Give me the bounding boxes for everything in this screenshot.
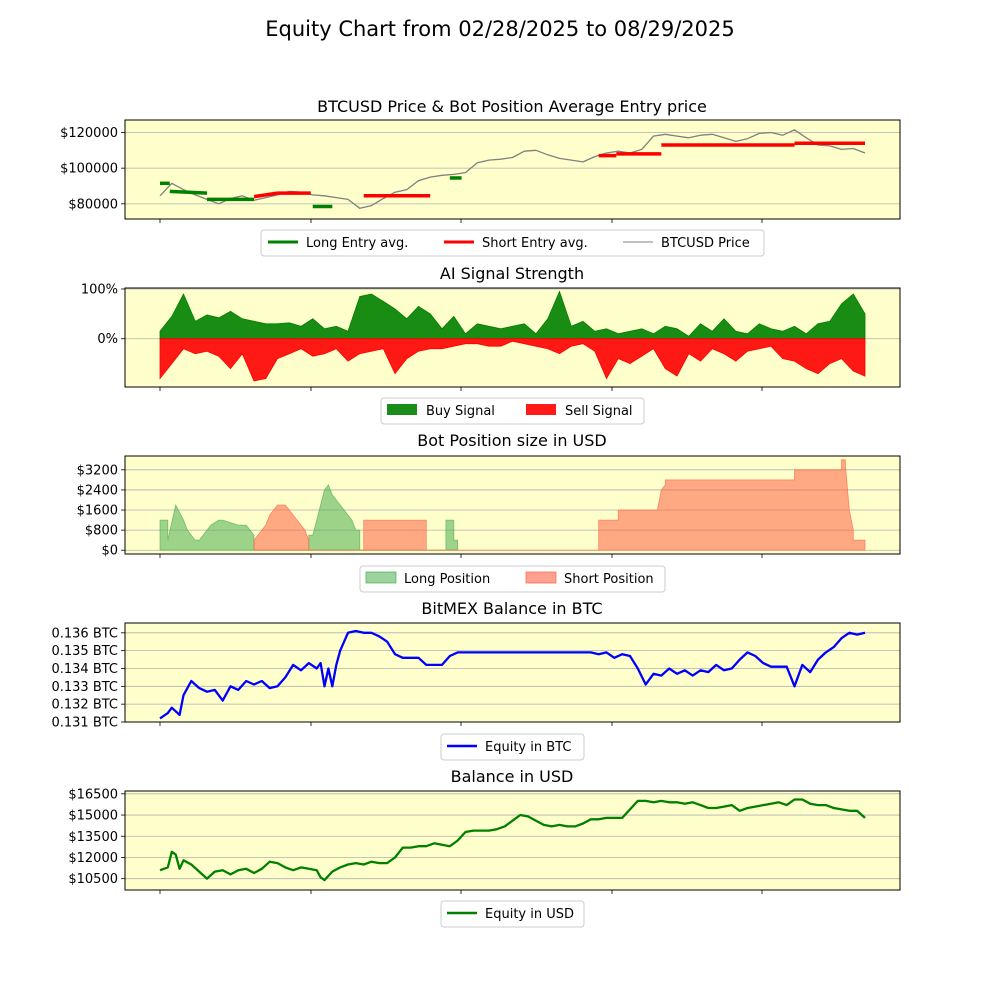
usd_balance-ytick-label: $10500 (68, 872, 118, 887)
usd_balance-ytick-label: $15000 (68, 809, 118, 824)
position-plot-frame (124, 455, 901, 555)
price-plot-frame (124, 119, 901, 220)
price-series (159, 129, 866, 209)
price-yticks: $80000 $100000 $120000 (60, 126, 125, 212)
price-ytick-label: $120000 (60, 126, 118, 141)
btc_balance-ytick-label: 0.132 BTC (51, 698, 118, 713)
btc_balance-ytick-label: 0.134 BTC (51, 662, 118, 677)
short-entry-legend-label: Short Entry avg. (482, 236, 588, 251)
price-ytick-label: $100000 (60, 162, 118, 177)
position-yticks: $0 $800 $1600 $2400 $3200 (77, 463, 125, 559)
btc_balance-ytick-label: 0.133 BTC (51, 680, 118, 695)
short-position-legend-label: Short Position (564, 572, 654, 587)
usd_balance-ytick-label: $13500 (68, 830, 118, 845)
position-ytick-label: $2400 (77, 483, 118, 498)
btc-balance-legend-box (440, 733, 585, 761)
position-legend-box (359, 565, 666, 593)
usd_balance-ytick-label: $12000 (68, 851, 118, 866)
sell-signal-legend-swatch (526, 404, 556, 415)
usd-balance-legend: Equity in USD (440, 900, 585, 928)
equity-in-btc-line (159, 629, 866, 720)
btcusd-price-legend-label: BTCUSD Price (661, 236, 750, 251)
price-ytick-label: $80000 (68, 197, 118, 212)
position-panel-title: Bot Position size in USD (417, 431, 606, 450)
btc_balance-ytick-label: 0.131 BTC (51, 716, 118, 731)
btc_balance-ytick-label: 0.136 BTC (51, 626, 118, 641)
long-entry-legend-label: Long Entry avg. (306, 236, 408, 251)
long-position-legend-swatch (365, 571, 397, 584)
sell-signal-legend-label: Sell Signal (565, 404, 633, 419)
signal-panel-title: AI Signal Strength (440, 264, 584, 283)
usd-balance-yticks: $10500 $12000 $13500 $15000 $16500 (68, 787, 125, 887)
short-position-area (253, 459, 866, 551)
usd-balance-xticks (159, 890, 763, 894)
usd_balance-ytick-label: $16500 (68, 787, 118, 802)
btc-balance-legend: Equity in BTC (440, 733, 585, 761)
signal-legend: Buy Signal Sell Signal (380, 397, 645, 425)
position-xticks (159, 554, 763, 558)
buy-signal-legend-label: Buy Signal (426, 404, 495, 419)
position-legend: Long Position Short Position (359, 565, 666, 593)
long-entry-avg--segment (169, 189, 208, 195)
price-legend-box (260, 229, 765, 257)
short-entry-avg--segment (253, 191, 278, 199)
btc-balance-panel-title: BitMEX Balance in BTC (421, 599, 602, 618)
price-xticks (159, 219, 763, 223)
position-ytick-label: $0 (101, 544, 118, 559)
signal-legend-box (380, 397, 645, 425)
position-panel: Bot Position size in USD $0 $800 $1600 $240… (77, 431, 901, 559)
equity-usd-legend-label: Equity in USD (485, 907, 574, 922)
usd-balance-gridlines (125, 793, 900, 880)
btc-balance-yticks: 0.131 BTC 0.132 BTC 0.133 BTC 0.134 BTC 0.13… (51, 626, 125, 731)
signal-ytick-label: 0% (97, 332, 118, 347)
signal-panel: AI Signal Strength 0% 100% (81, 264, 901, 391)
usd-balance-series (159, 798, 866, 882)
price-panel: BTCUSD Price & Bot Position Average Entr… (60, 97, 901, 223)
long-position-legend-label: Long Position (404, 572, 490, 587)
usd-balance-plot-area (124, 790, 901, 891)
signal-series (159, 290, 866, 382)
btc-balance-panel: BitMEX Balance in BTC 0.131 BTC 0.132 BTC… (51, 599, 901, 731)
price-legend: Long Entry avg. Short Entry avg. BTCUSD … (260, 229, 765, 257)
btc-balance-plot-area (124, 622, 901, 723)
position-series (159, 459, 866, 551)
btc-balance-plot-frame (124, 622, 901, 723)
signal-xticks (159, 387, 763, 391)
buy-signal-legend-swatch (387, 404, 417, 415)
equity-in-usd-line (159, 798, 866, 882)
position-ytick-label: $3200 (77, 463, 118, 478)
equity-btc-legend-label: Equity in BTC (485, 740, 571, 755)
usd-balance-panel: Balance in USD $10500$12000$13500$15000$… (68, 767, 901, 894)
signal-yticks: 0% 100% (81, 282, 125, 347)
usd-balance-plot-frame (124, 790, 901, 891)
short-position-legend-swatch (525, 571, 557, 584)
btc-balance-xticks (159, 722, 763, 726)
position-ytick-label: $800 (85, 524, 118, 539)
signal-plot-frame (124, 287, 901, 388)
price-panel-title: BTCUSD Price & Bot Position Average Entr… (317, 97, 707, 116)
usd-balance-legend-box (440, 900, 585, 928)
sell-signal-area (159, 338, 866, 382)
buy-signal-area (159, 290, 866, 340)
btc_balance-ytick-label: 0.135 BTC (51, 644, 118, 659)
usd-balance-panel-title: Balance in USD (451, 767, 574, 786)
figure-title: Equity Chart from 02/28/2025 to 08/29/20… (265, 17, 735, 41)
price-plot-area (124, 119, 901, 220)
btc-balance-series (159, 629, 866, 720)
position-ytick-label: $1600 (77, 504, 118, 519)
signal-ytick-label: 100% (81, 282, 118, 297)
